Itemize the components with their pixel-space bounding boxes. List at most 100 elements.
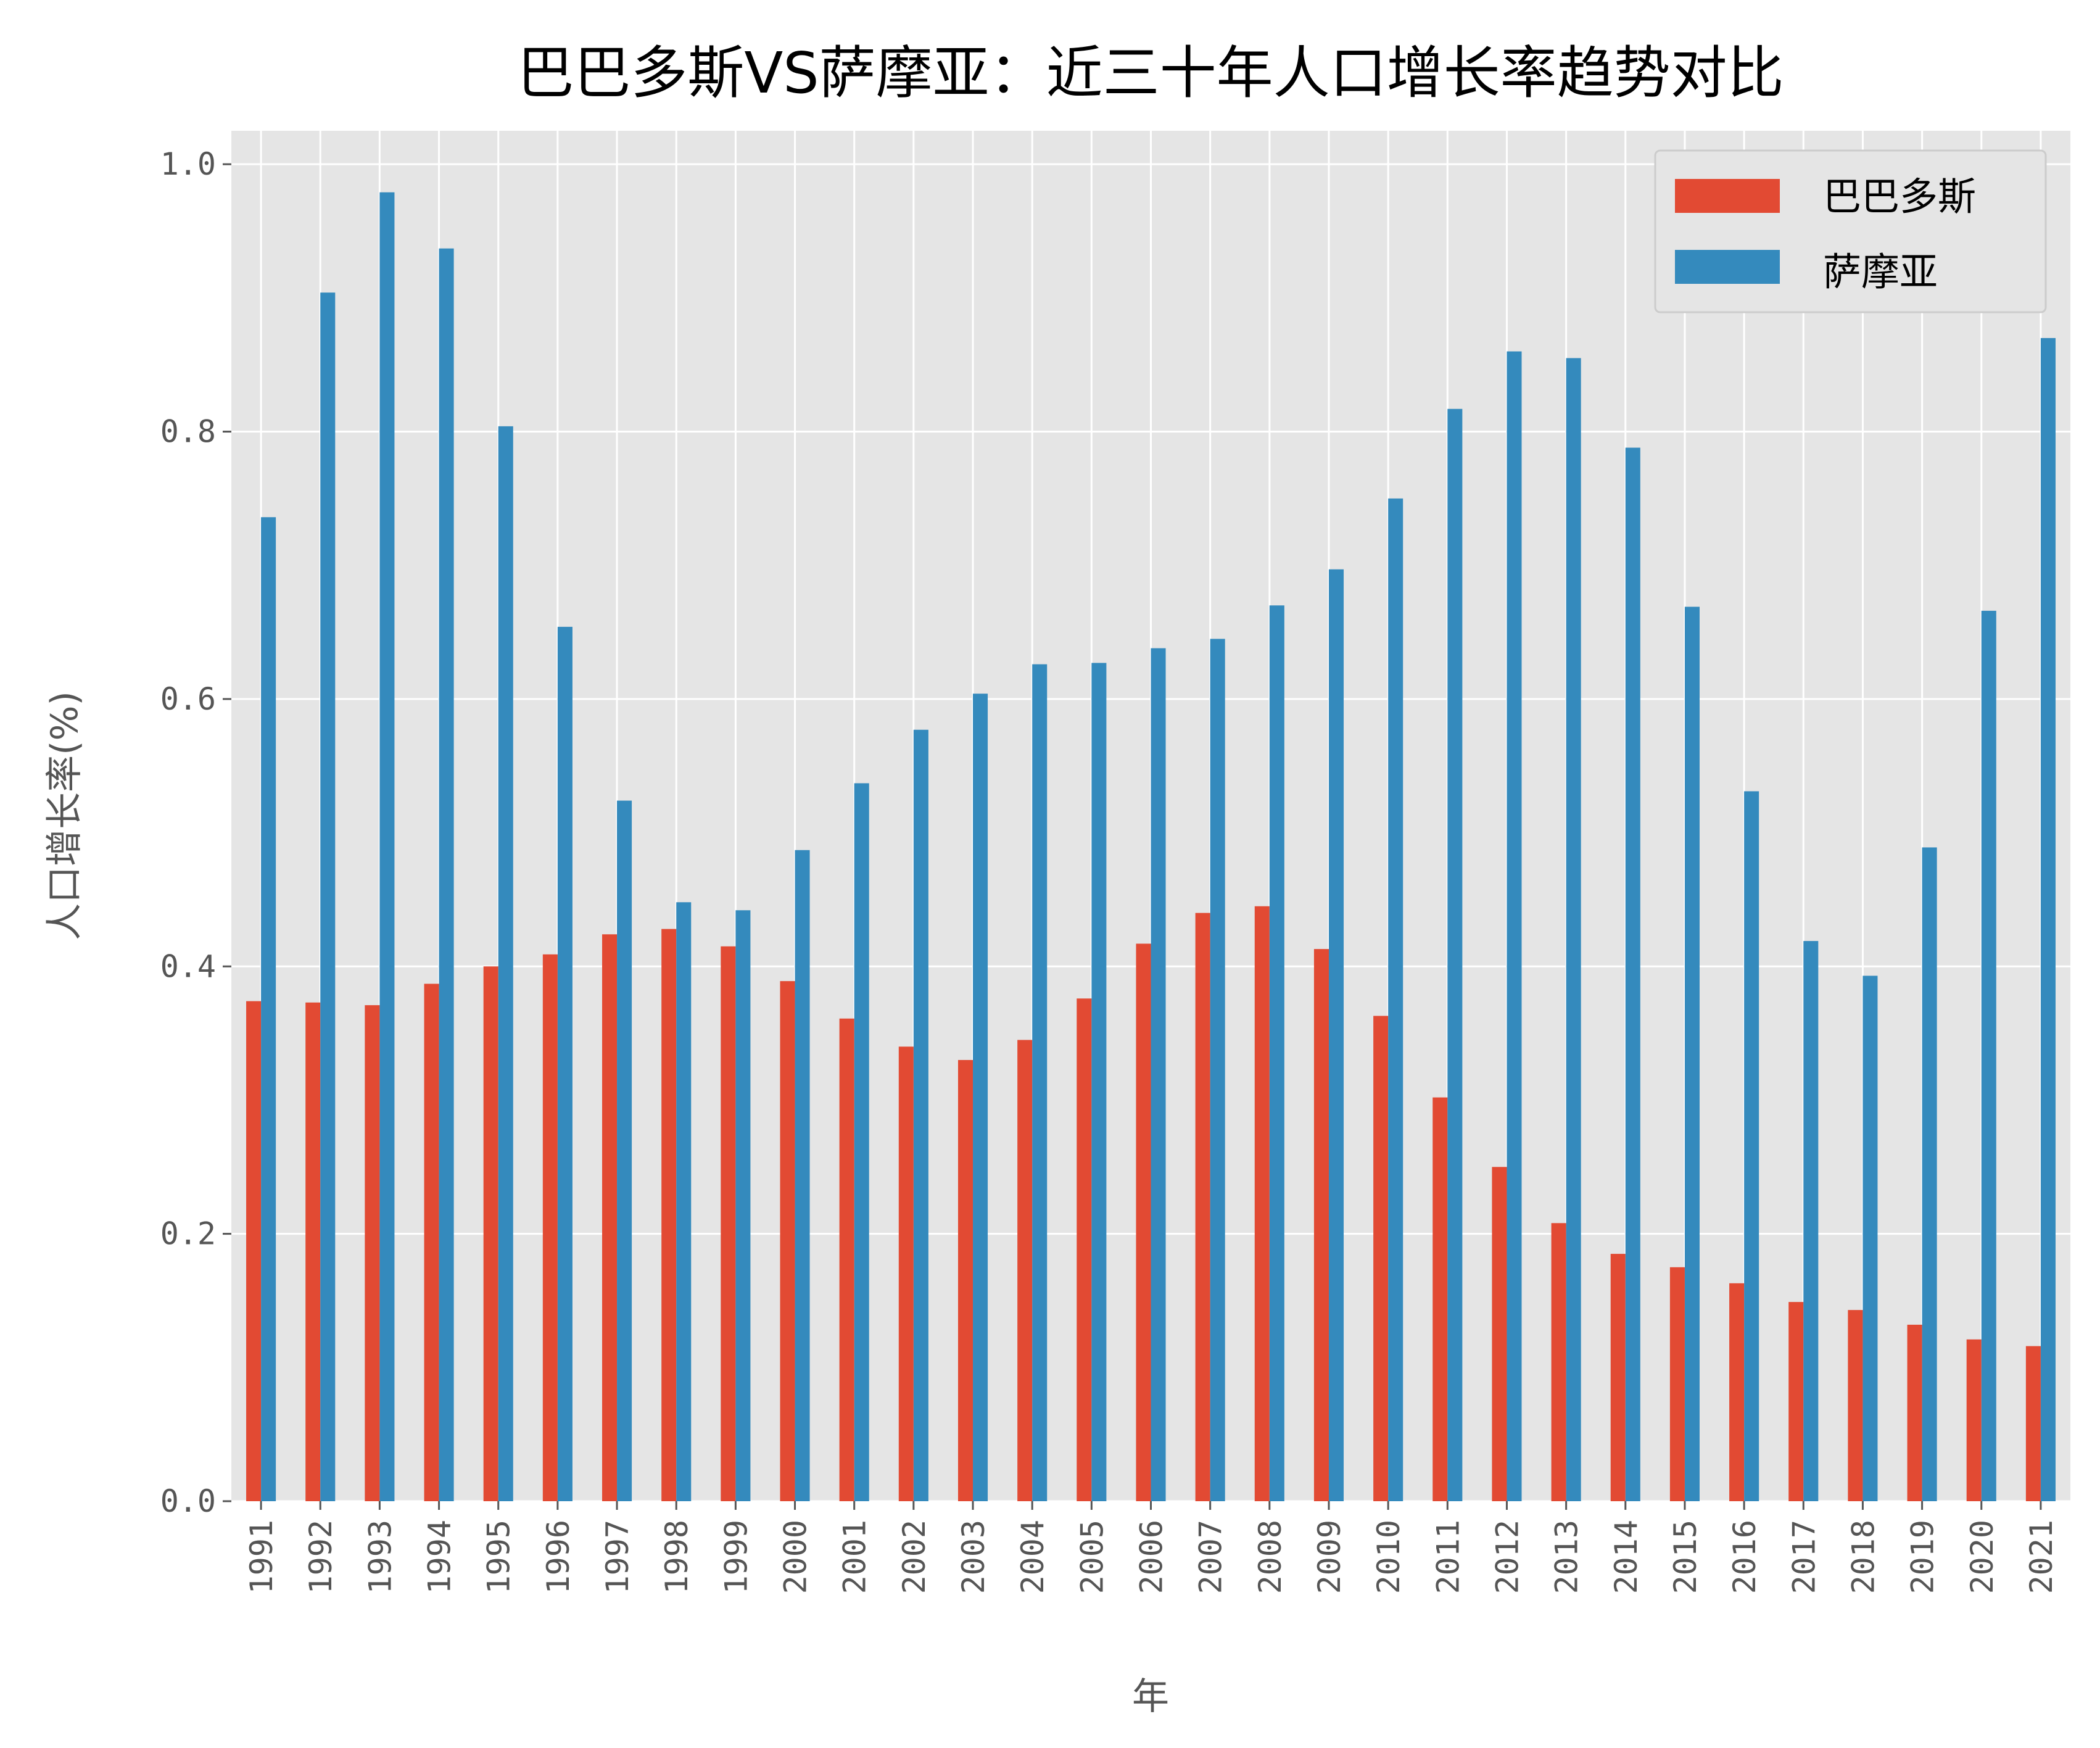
legend-label-samoa: 萨摩亚 (1823, 249, 1938, 294)
bar-barbados-2007 (1195, 913, 1210, 1501)
x-tick-label: 2003 (956, 1520, 991, 1594)
bar-samoa-2009 (1328, 569, 1344, 1501)
bar-samoa-1993 (379, 192, 395, 1502)
bar-samoa-2016 (1744, 791, 1759, 1501)
bar-samoa-2008 (1269, 605, 1284, 1501)
bar-samoa-2010 (1388, 498, 1403, 1501)
x-tick-label: 2002 (896, 1520, 932, 1594)
x-tick-label: 1998 (659, 1520, 695, 1594)
bar-samoa-2012 (1507, 351, 1522, 1501)
bar-barbados-2000 (780, 981, 795, 1501)
x-tick-label: 2012 (1489, 1520, 1525, 1594)
x-tick-label: 2018 (1845, 1520, 1881, 1594)
bar-barbados-1991 (246, 1001, 262, 1501)
bar-samoa-2004 (1032, 664, 1048, 1501)
bar-barbados-1999 (721, 946, 736, 1501)
x-tick-label: 1991 (244, 1520, 279, 1594)
bar-samoa-2014 (1625, 447, 1640, 1501)
bar-samoa-2000 (795, 850, 810, 1501)
x-tick-label: 2005 (1074, 1520, 1110, 1594)
x-tick-label: 2020 (1964, 1520, 2000, 1594)
bar-barbados-1996 (542, 954, 558, 1501)
bar-samoa-2007 (1210, 639, 1225, 1501)
bar-samoa-2011 (1447, 408, 1463, 1502)
legend-label-barbados: 巴巴多斯 (1823, 174, 1976, 219)
bar-barbados-2001 (839, 1018, 854, 1501)
bar-barbados-2005 (1077, 998, 1092, 1501)
x-tick-label: 2001 (837, 1520, 873, 1594)
bar-barbados-2006 (1136, 943, 1151, 1501)
y-tick-label: 0.2 (160, 1216, 216, 1252)
bar-barbados-1992 (305, 1002, 321, 1501)
x-tick-label: 1993 (362, 1520, 398, 1594)
y-tick-label: 0.6 (160, 681, 216, 717)
bar-barbados-2012 (1492, 1167, 1507, 1501)
bar-barbados-2008 (1254, 906, 1270, 1501)
x-tick-label: 2006 (1134, 1520, 1170, 1594)
bar-barbados-2004 (1017, 1040, 1033, 1501)
bar-samoa-2015 (1684, 607, 1700, 1501)
bar-barbados-2014 (1610, 1254, 1626, 1501)
bar-samoa-2013 (1566, 358, 1581, 1501)
bar-barbados-2015 (1669, 1267, 1685, 1501)
x-tick-label: 2016 (1727, 1520, 1763, 1594)
bar-samoa-2020 (1981, 610, 1996, 1501)
bar-samoa-2017 (1803, 941, 1819, 1501)
bar-barbados-2010 (1373, 1016, 1389, 1501)
bar-barbados-2009 (1313, 949, 1329, 1501)
x-tick-label: 1996 (540, 1520, 576, 1594)
y-tick-label: 0.8 (160, 414, 216, 450)
bar-barbados-2011 (1432, 1097, 1448, 1501)
bar-samoa-2006 (1151, 648, 1166, 1501)
x-tick-label: 2007 (1193, 1520, 1229, 1594)
bar-samoa-2003 (973, 694, 988, 1501)
x-tick-label: 2009 (1312, 1520, 1347, 1594)
bar-barbados-1998 (661, 929, 677, 1501)
bar-samoa-1996 (557, 626, 573, 1501)
x-tick-label: 2017 (1786, 1520, 1822, 1594)
bar-barbados-2003 (957, 1059, 974, 1501)
bar-barbados-1993 (365, 1005, 380, 1501)
bar-samoa-2002 (913, 729, 928, 1501)
bar-samoa-2005 (1091, 663, 1107, 1501)
x-tick-label: 2021 (2024, 1520, 2059, 1594)
x-tick-label: 1994 (422, 1520, 458, 1594)
x-tick-label: 1992 (303, 1520, 339, 1594)
legend-swatch-barbados (1675, 179, 1780, 213)
bar-samoa-1995 (498, 426, 513, 1501)
bar-barbados-2002 (898, 1046, 914, 1501)
bar-barbados-2021 (2025, 1346, 2041, 1501)
x-tick-label: 2014 (1608, 1520, 1644, 1594)
x-axis: 1991 1992 1993 1994 1995 1996 1997 1998 1999 2000… (244, 1501, 2059, 1594)
bar-barbados-2020 (1966, 1339, 1982, 1501)
bar-samoa-2018 (1862, 975, 1878, 1501)
y-tick-label: 0.4 (160, 948, 216, 984)
bars (246, 192, 2056, 1502)
x-tick-label: 1997 (600, 1520, 635, 1594)
y-axis-label: 人口增长率(%) (43, 691, 86, 940)
bar-samoa-2019 (1922, 847, 1937, 1501)
bar-samoa-1997 (617, 800, 632, 1501)
bar-samoa-1998 (676, 902, 692, 1501)
bar-barbados-1997 (602, 934, 618, 1501)
x-tick-label: 2013 (1549, 1520, 1585, 1594)
bar-samoa-2001 (854, 783, 869, 1501)
legend-swatch-samoa (1675, 250, 1780, 284)
y-tick-label: 0.0 (160, 1483, 216, 1519)
bar-samoa-2021 (2040, 338, 2056, 1501)
bar-samoa-1991 (261, 517, 276, 1502)
chart-title: 巴巴多斯VS萨摩亚：近三十年人口增长率趋势对比 (517, 40, 1784, 106)
bar-samoa-1994 (439, 248, 454, 1502)
x-tick-label: 1999 (718, 1520, 754, 1594)
bar-samoa-1999 (735, 910, 751, 1501)
bar-barbados-2013 (1551, 1223, 1566, 1501)
x-tick-label: 2004 (1015, 1520, 1051, 1594)
x-tick-label: 2015 (1668, 1520, 1703, 1594)
bar-barbados-1995 (483, 966, 498, 1501)
bar-samoa-1992 (320, 292, 336, 1502)
x-tick-label: 2010 (1371, 1520, 1407, 1594)
legend: 巴巴多斯 萨摩亚 (1654, 149, 2047, 313)
bar-barbados-2018 (1848, 1310, 1863, 1501)
y-axis: 0.0 0.2 0.4 0.6 0.8 1.0 (160, 146, 231, 1519)
